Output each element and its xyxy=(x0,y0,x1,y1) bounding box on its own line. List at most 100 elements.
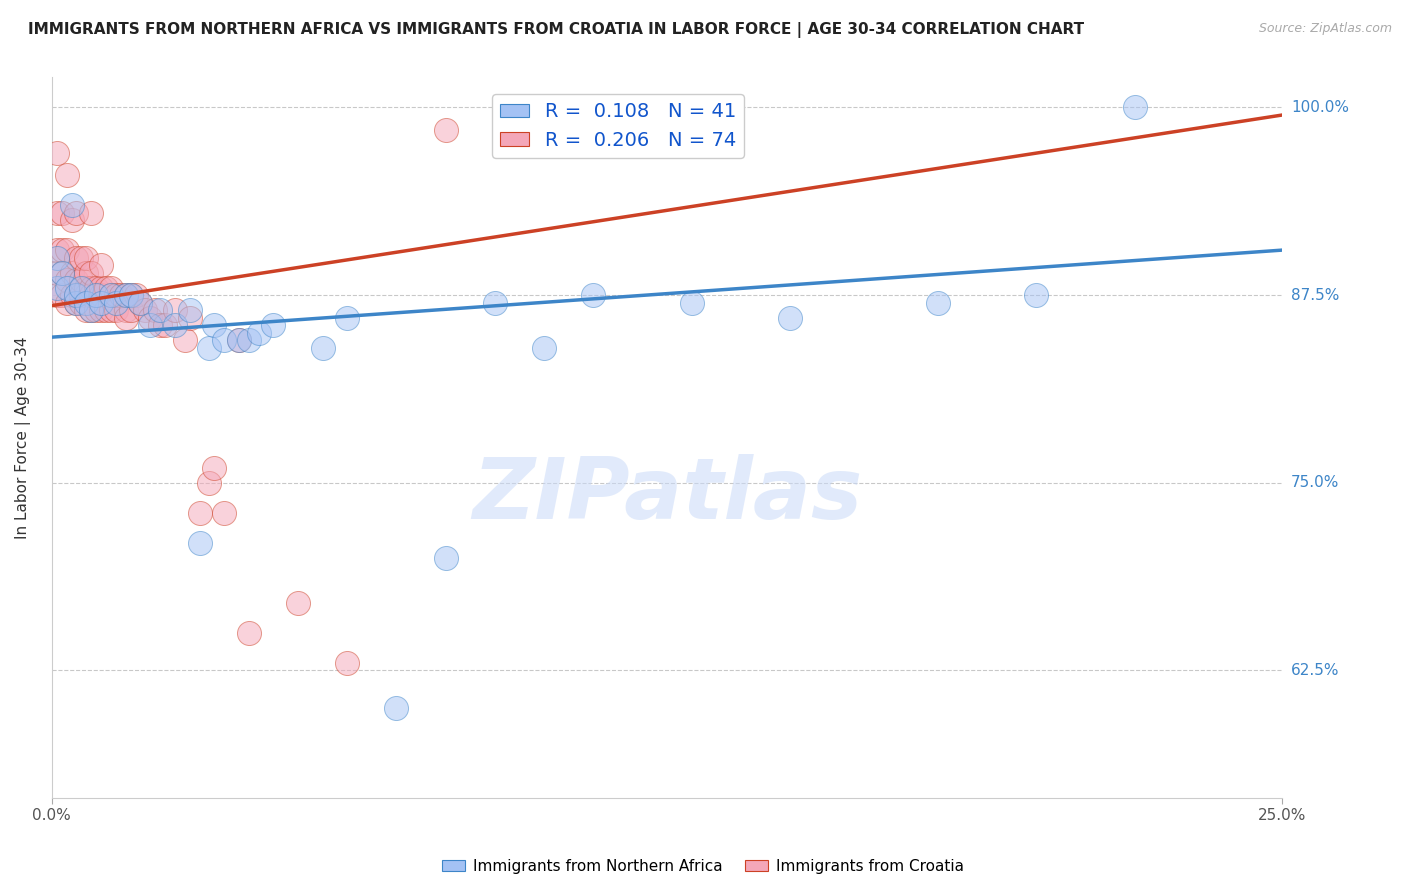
Point xyxy=(179,310,201,325)
Point xyxy=(228,333,250,347)
Point xyxy=(163,303,186,318)
Point xyxy=(1025,288,1047,302)
Point xyxy=(163,318,186,333)
Point xyxy=(153,318,176,333)
Point xyxy=(45,280,67,294)
Text: IMMIGRANTS FROM NORTHERN AFRICA VS IMMIGRANTS FROM CROATIA IN LABOR FORCE | AGE : IMMIGRANTS FROM NORTHERN AFRICA VS IMMIG… xyxy=(28,22,1084,38)
Point xyxy=(51,243,73,257)
Text: 87.5%: 87.5% xyxy=(1291,287,1339,302)
Point xyxy=(94,303,117,318)
Point xyxy=(120,288,142,302)
Point xyxy=(60,198,83,212)
Point xyxy=(51,266,73,280)
Point xyxy=(65,295,87,310)
Point xyxy=(202,460,225,475)
Point xyxy=(80,303,103,318)
Point xyxy=(212,333,235,347)
Legend: R =  0.108   N = 41, R =  0.206   N = 74: R = 0.108 N = 41, R = 0.206 N = 74 xyxy=(492,95,744,158)
Point xyxy=(55,243,77,257)
Point xyxy=(533,341,555,355)
Point xyxy=(65,288,87,302)
Point xyxy=(104,295,127,310)
Point xyxy=(129,295,152,310)
Point xyxy=(681,295,703,310)
Point xyxy=(134,303,156,318)
Point xyxy=(779,310,801,325)
Point xyxy=(70,280,93,294)
Point xyxy=(70,273,93,287)
Point xyxy=(90,280,112,294)
Point xyxy=(80,303,103,318)
Point xyxy=(149,318,172,333)
Point xyxy=(45,251,67,265)
Point xyxy=(149,303,172,318)
Point xyxy=(65,273,87,287)
Point xyxy=(139,318,162,333)
Point xyxy=(75,266,97,280)
Point xyxy=(75,288,97,302)
Legend: Immigrants from Northern Africa, Immigrants from Croatia: Immigrants from Northern Africa, Immigra… xyxy=(436,853,970,880)
Point xyxy=(45,205,67,219)
Point xyxy=(104,288,127,302)
Point xyxy=(84,288,107,302)
Point xyxy=(45,266,67,280)
Point xyxy=(100,288,122,302)
Point xyxy=(51,205,73,219)
Point xyxy=(198,341,221,355)
Point xyxy=(434,123,457,137)
Point xyxy=(1123,100,1146,114)
Point xyxy=(70,288,93,302)
Point xyxy=(84,303,107,318)
Point xyxy=(143,303,166,318)
Point xyxy=(179,303,201,318)
Point xyxy=(385,701,408,715)
Point xyxy=(582,288,605,302)
Point xyxy=(94,280,117,294)
Point xyxy=(55,295,77,310)
Point xyxy=(51,288,73,302)
Point xyxy=(65,205,87,219)
Point xyxy=(238,626,260,640)
Point xyxy=(120,303,142,318)
Point xyxy=(75,303,97,318)
Point xyxy=(60,213,83,227)
Point xyxy=(336,310,359,325)
Text: 100.0%: 100.0% xyxy=(1291,100,1348,115)
Point xyxy=(55,280,77,294)
Point xyxy=(45,243,67,257)
Text: ZIPatlas: ZIPatlas xyxy=(472,454,862,537)
Point xyxy=(110,288,132,302)
Point xyxy=(114,310,136,325)
Point xyxy=(104,303,127,318)
Point xyxy=(90,303,112,318)
Point xyxy=(60,288,83,302)
Point xyxy=(90,295,112,310)
Point xyxy=(65,251,87,265)
Point xyxy=(114,288,136,302)
Point xyxy=(90,258,112,272)
Point xyxy=(336,656,359,670)
Point xyxy=(188,536,211,550)
Point xyxy=(45,145,67,160)
Point xyxy=(65,288,87,302)
Point xyxy=(927,295,949,310)
Y-axis label: In Labor Force | Age 30-34: In Labor Force | Age 30-34 xyxy=(15,336,31,539)
Point xyxy=(114,303,136,318)
Point xyxy=(70,295,93,310)
Point xyxy=(51,266,73,280)
Point xyxy=(80,280,103,294)
Point xyxy=(45,288,67,302)
Point xyxy=(120,288,142,302)
Point xyxy=(55,168,77,182)
Point xyxy=(84,280,107,294)
Point xyxy=(198,475,221,490)
Point xyxy=(202,318,225,333)
Point xyxy=(188,506,211,520)
Point xyxy=(247,326,270,340)
Point xyxy=(173,333,195,347)
Point xyxy=(70,251,93,265)
Point xyxy=(311,341,333,355)
Point xyxy=(60,266,83,280)
Point xyxy=(90,288,112,302)
Point xyxy=(212,506,235,520)
